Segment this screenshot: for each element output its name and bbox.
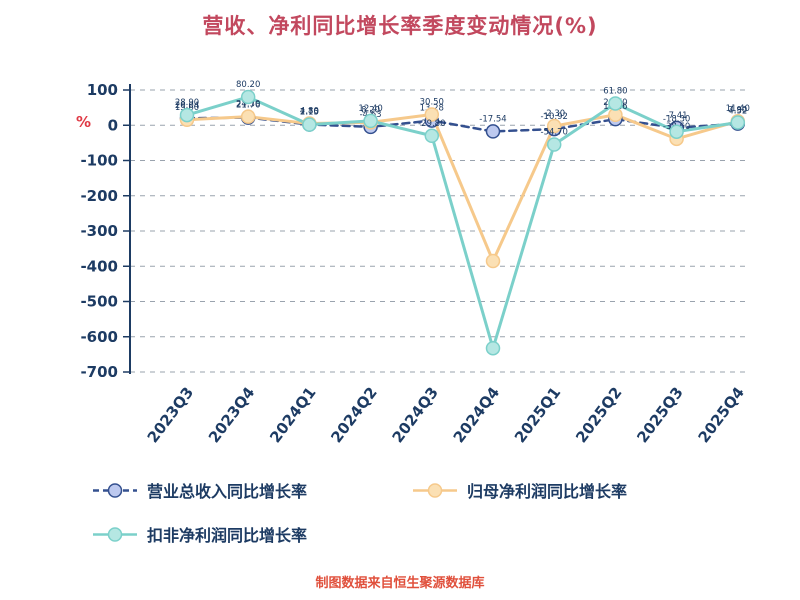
svg-text:2025Q1: 2025Q1: [511, 384, 564, 447]
svg-text:2024Q4: 2024Q4: [450, 384, 503, 447]
svg-text:-600: -600: [80, 328, 118, 346]
chart-title: 营收、净利同比增长率季度变动情况(%): [202, 14, 598, 38]
svg-text:4.80: 4.80: [300, 107, 319, 117]
svg-text:80.20: 80.20: [236, 80, 260, 90]
svg-text:2023Q4: 2023Q4: [205, 384, 258, 447]
svg-text:2025Q3: 2025Q3: [633, 384, 686, 447]
svg-text:-200: -200: [80, 187, 118, 205]
svg-text:2024Q3: 2024Q3: [389, 384, 442, 447]
svg-text:21.76: 21.76: [236, 101, 260, 111]
svg-text:-7.41: -7.41: [666, 111, 688, 121]
legend-item-net-profit-growth[interactable]: 归母净利润同比增长率: [412, 478, 627, 502]
svg-text:61.80: 61.80: [603, 86, 627, 96]
svg-text:2023Q3: 2023Q3: [144, 384, 197, 447]
legend-label-net-profit-growth: 归母净利润同比增长率: [467, 482, 628, 501]
svg-text:-700: -700: [80, 363, 118, 381]
svg-text:-100: -100: [80, 152, 118, 170]
legend-item-revenue-growth[interactable]: 营业总收入同比增长率: [92, 478, 307, 502]
svg-text:1.70: 1.70: [300, 108, 319, 118]
svg-text:100: 100: [87, 81, 118, 99]
svg-text:7.90: 7.90: [728, 105, 747, 115]
svg-text:2025Q2: 2025Q2: [572, 384, 625, 447]
legend-marker-revenue-icon: [93, 482, 137, 498]
legend-label-revenue-growth: 营业总收入同比增长率: [147, 482, 308, 501]
svg-text:-18.30: -18.30: [663, 115, 690, 125]
svg-text:2024Q2: 2024Q2: [327, 384, 380, 447]
svg-text:11.40: 11.40: [726, 104, 750, 114]
svg-text:4.52: 4.52: [728, 107, 747, 117]
svg-text:2025Q4: 2025Q4: [695, 384, 748, 447]
svg-text:2024Q1: 2024Q1: [266, 384, 319, 447]
svg-text:30.50: 30.50: [420, 97, 444, 107]
data-source-note: 制图数据来自恒生聚源数据库: [315, 576, 485, 591]
svg-text:-300: -300: [80, 222, 118, 240]
svg-text:2.15: 2.15: [300, 107, 319, 117]
legend-item-deducted-profit-growth[interactable]: 扣非净利润同比增长率: [92, 522, 307, 546]
svg-text:24.30: 24.30: [236, 100, 260, 110]
svg-text:20.04: 20.04: [175, 101, 199, 111]
svg-text:0: 0: [108, 116, 118, 134]
svg-text:-2.30: -2.30: [543, 109, 565, 119]
svg-text:-54.70: -54.70: [540, 128, 567, 138]
svg-text:-500: -500: [80, 293, 118, 311]
legend-label-deducted-profit-growth: 扣非净利润同比增长率: [147, 526, 308, 545]
y-axis-unit-label: %: [76, 113, 92, 131]
svg-text:8.20: 8.20: [361, 105, 380, 115]
svg-text:28.90: 28.90: [175, 98, 199, 108]
legend-marker-net-profit-icon: [413, 482, 457, 498]
svg-text:12.40: 12.40: [358, 104, 382, 114]
svg-text:-10.92: -10.92: [540, 112, 567, 122]
svg-text:-17.54: -17.54: [479, 114, 506, 124]
svg-text:-29.80: -29.80: [418, 119, 445, 129]
legend-marker-deducted-profit-icon: [93, 526, 137, 542]
svg-text:-400: -400: [80, 257, 118, 275]
svg-text:15.60: 15.60: [175, 103, 199, 113]
